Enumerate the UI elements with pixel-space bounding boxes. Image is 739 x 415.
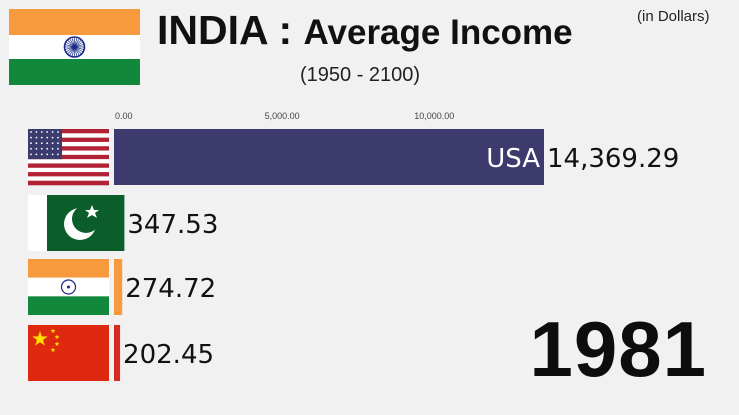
- bar-usa: [114, 129, 544, 185]
- bars: [114, 129, 544, 381]
- usa-flag-icon: [28, 129, 109, 186]
- page-title: INDIA : Average Income: [157, 10, 573, 51]
- x-tick-label: 5,000.00: [265, 111, 300, 121]
- bar-labels: USA: [486, 144, 540, 174]
- bar-pakistan: [114, 195, 125, 251]
- year-range-subtitle: (1950 - 2100): [300, 64, 421, 86]
- china-flag-icon: [28, 325, 109, 381]
- value-label-pakistan: 347.53: [127, 210, 218, 240]
- value-labels: 14,369.29 347.53 274.72 202.45: [123, 144, 679, 370]
- bar-china: [114, 325, 121, 381]
- x-tick-label: 10,000.00: [414, 111, 454, 121]
- india-flag-icon: [9, 9, 140, 85]
- value-label-china: 202.45: [123, 340, 214, 370]
- x-tick-label: 0.00: [115, 111, 133, 121]
- flag-column: [28, 129, 124, 381]
- x-axis: 0.00 5,000.00 10,000.00: [115, 111, 454, 121]
- pakistan-flag-icon: [28, 195, 124, 251]
- title-metric: Average Income: [303, 13, 573, 52]
- india-flag-icon: [28, 259, 109, 315]
- value-label-india: 274.72: [125, 274, 216, 304]
- value-label-usa: 14,369.29: [547, 144, 679, 174]
- bar-label-usa: USA: [486, 144, 540, 174]
- current-year: 1981: [529, 305, 707, 393]
- title-country: INDIA :: [157, 7, 304, 53]
- bar-india: [114, 259, 123, 315]
- india-flag-graphic: [9, 9, 140, 85]
- unit-note: (in Dollars): [637, 8, 710, 25]
